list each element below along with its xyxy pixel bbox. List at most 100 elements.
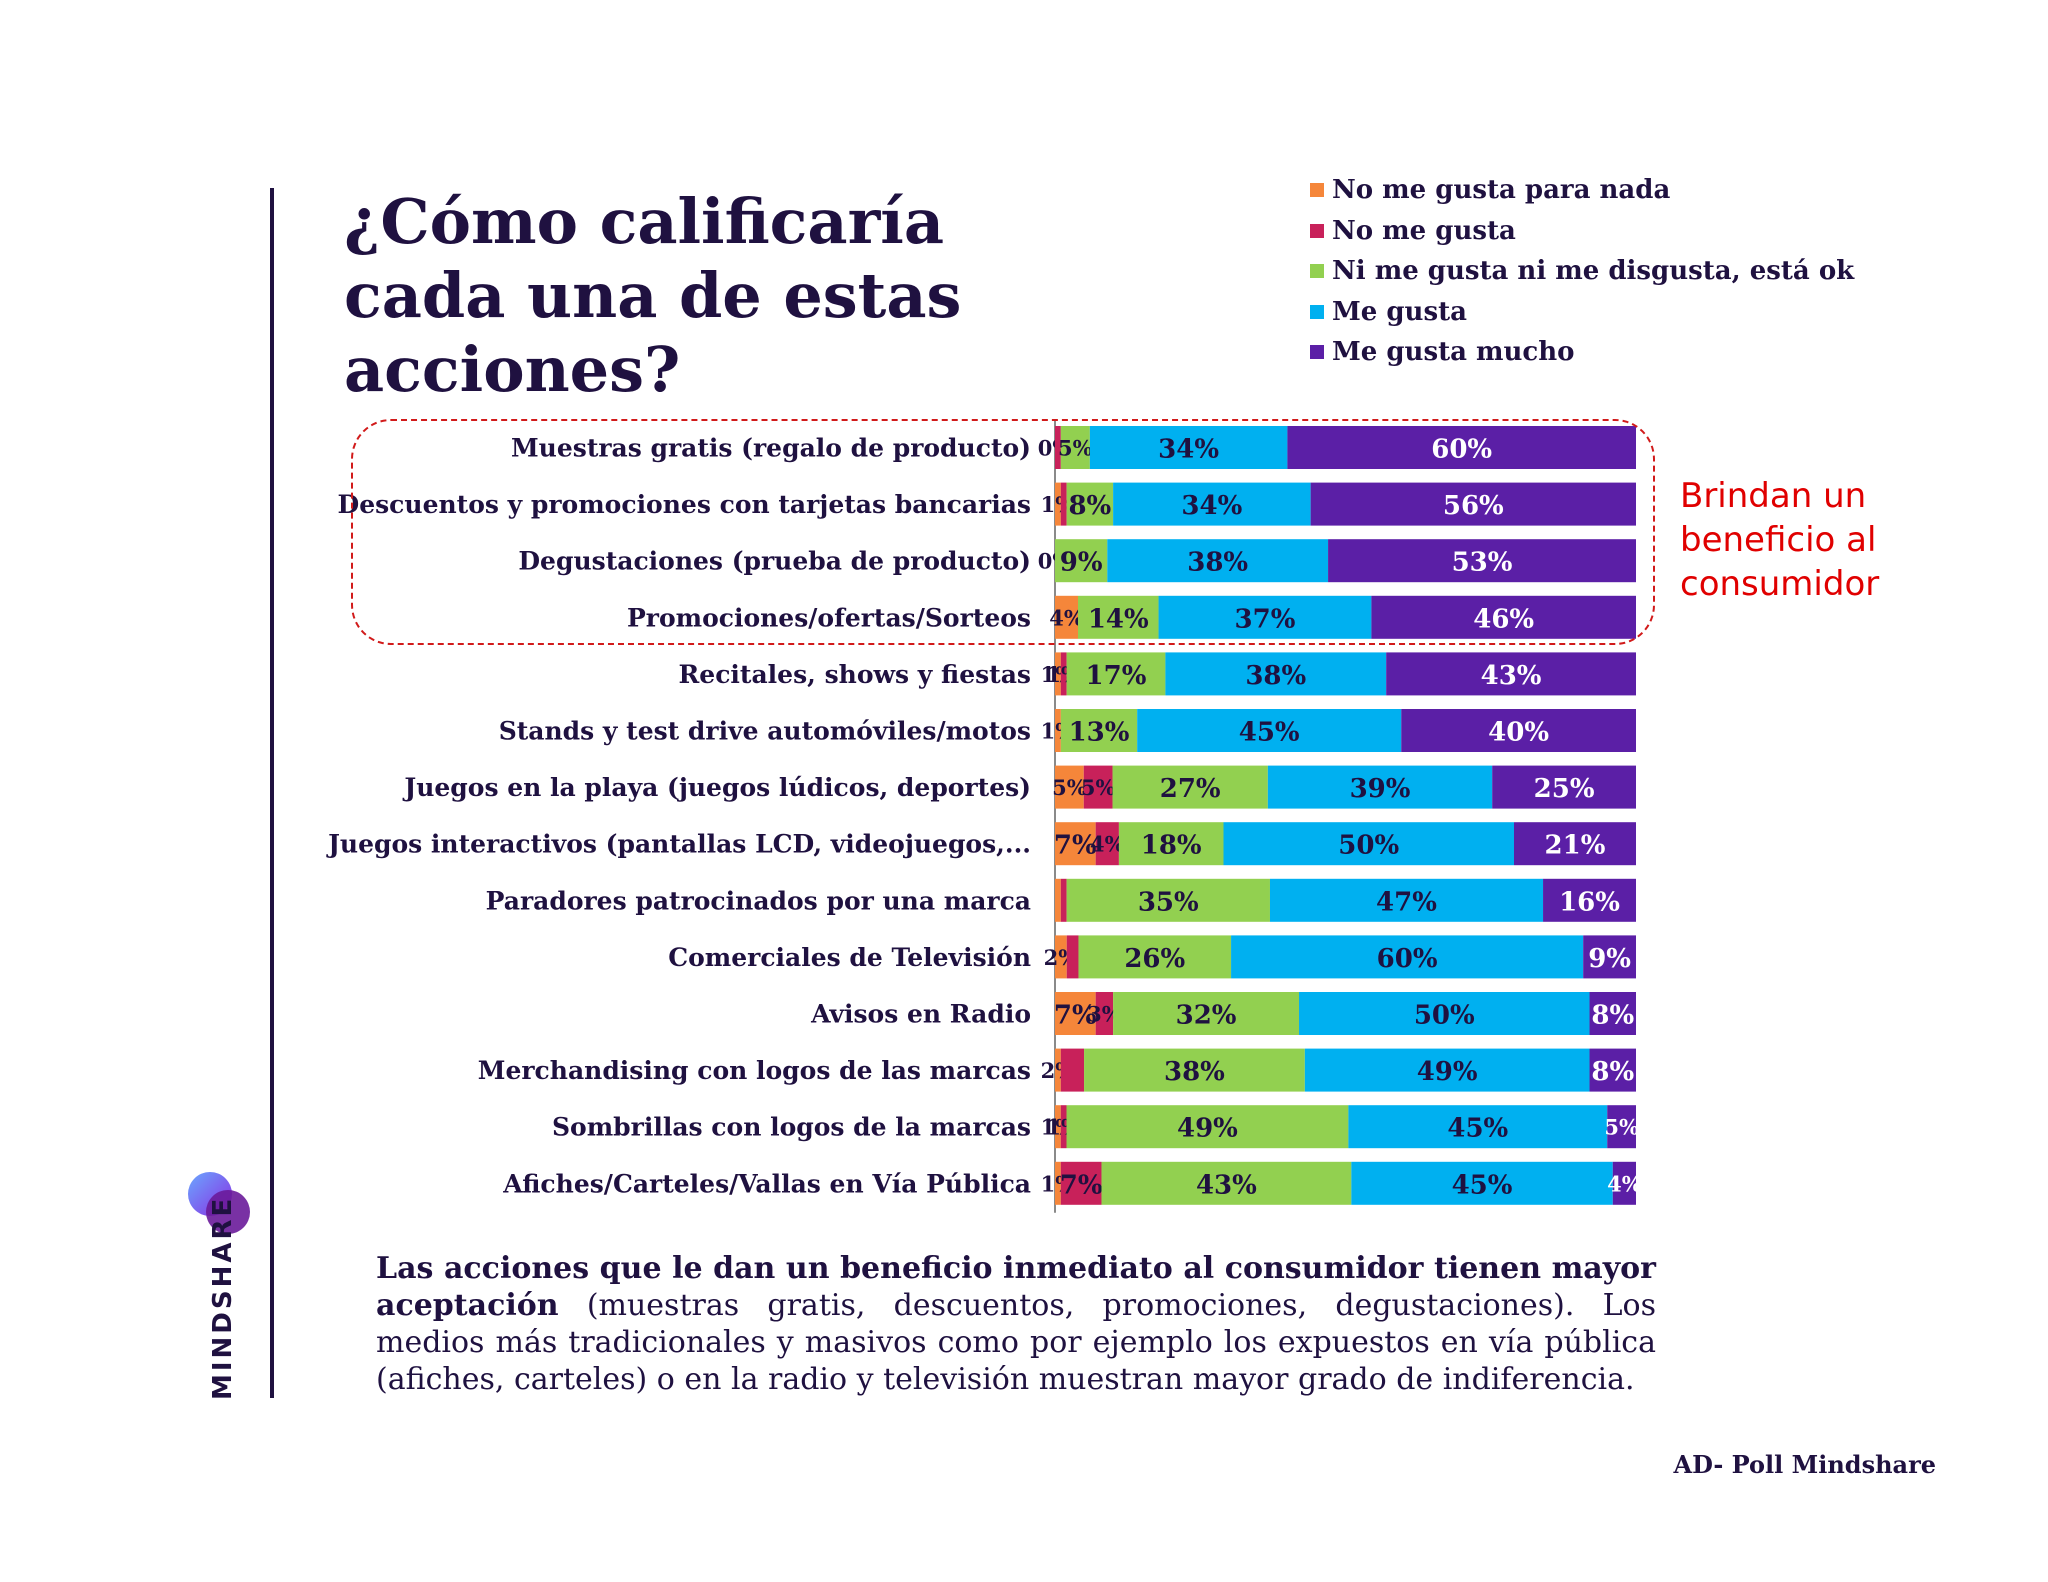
bar-segment [1066, 935, 1079, 979]
chart-legend: No me gusta para nada No me gusta Ni me … [1310, 170, 1854, 373]
bar-segment [1055, 765, 1084, 809]
bar-segment [1612, 1161, 1636, 1205]
data-label: 60% [1377, 944, 1438, 974]
data-label: 26% [1124, 944, 1185, 974]
category-label: Descuentos y promociones con tarjetas ba… [338, 490, 1031, 519]
data-label: 45% [1447, 1114, 1508, 1144]
data-label: 45% [1239, 718, 1300, 748]
data-label: 14% [1088, 604, 1149, 634]
bar-segment [1055, 1048, 1061, 1092]
data-label: 34% [1158, 435, 1219, 465]
legend-swatch [1310, 183, 1324, 198]
data-label: 43% [1481, 661, 1542, 691]
data-label: 17% [1086, 661, 1147, 691]
highlight-box [351, 419, 1655, 645]
bar-segment [1267, 765, 1493, 809]
data-label: 47% [1376, 887, 1437, 917]
bar-segment [1060, 652, 1067, 696]
bar-segment [1351, 1161, 1613, 1205]
bar-segment [1113, 992, 1300, 1035]
bar-segment [1055, 539, 1108, 583]
data-label: 5% [1604, 1115, 1639, 1140]
data-label: 5% [1081, 775, 1116, 800]
data-label: 9% [1588, 944, 1631, 974]
data-label: 18% [1141, 831, 1202, 861]
legend-label: Me gusta mucho [1332, 337, 1575, 368]
category-label: Avisos en Radio [810, 1000, 1031, 1029]
bar-segment [1055, 652, 1061, 696]
data-label: 50% [1338, 831, 1399, 861]
bar-segment [1055, 878, 1061, 922]
data-label: 32% [1176, 1001, 1237, 1031]
bar-segment [1060, 1105, 1067, 1149]
bar-segment [1066, 482, 1114, 526]
source-note: AD- Poll Mindshare [1673, 1450, 1936, 1479]
category-label: Stands y test drive automóviles/motos [499, 717, 1031, 746]
data-label: 7% [1060, 1170, 1103, 1200]
data-label: 49% [1177, 1114, 1238, 1144]
bar-segment [1084, 1048, 1305, 1092]
legend-item: No me gusta para nada [1310, 170, 1854, 211]
annotation-text: Brindan un beneficio al consumidor [1680, 476, 1880, 604]
category-label: Juegos interactivos (pantallas LCD, vide… [326, 830, 1031, 859]
bar-segment [1066, 652, 1166, 696]
bar-segment [1055, 709, 1061, 752]
data-label: 45% [1452, 1170, 1513, 1200]
bar-segment [1401, 709, 1636, 752]
data-label: 25% [1534, 774, 1595, 804]
data-label: 39% [1350, 774, 1411, 804]
data-label: 46% [1473, 604, 1534, 634]
data-label: 5% [1058, 436, 1093, 461]
bar-segment [1118, 822, 1224, 866]
data-label: 56% [1443, 491, 1504, 521]
legend-label: Ni me gusta ni me disgusta, está ok [1332, 256, 1855, 287]
bar-segment [1589, 992, 1636, 1035]
data-label: 7% [1054, 831, 1097, 861]
bar-segment [1137, 709, 1402, 752]
category-label: Degustaciones (prueba de producto) [518, 547, 1031, 576]
bar-segment [1158, 595, 1372, 639]
legend-label: Me gusta [1332, 296, 1467, 327]
bar-segment [1055, 482, 1061, 526]
data-label: 9% [1060, 548, 1103, 578]
category-label: Paradores patrocinados por una marca [486, 886, 1031, 915]
data-label: 38% [1245, 661, 1306, 691]
data-label: 13% [1069, 718, 1130, 748]
bar-segment [1055, 822, 1096, 866]
data-label: 43% [1196, 1170, 1257, 1200]
bar-segment [1607, 1105, 1636, 1149]
category-label: Muestras gratis (regalo de producto) [511, 434, 1031, 463]
category-label: Juegos en la playa (juegos lúdicos, depo… [402, 773, 1031, 802]
bar-segment [1543, 878, 1636, 922]
data-label: 16% [1559, 887, 1620, 917]
bar-segment [1078, 595, 1159, 639]
bar-segment [1299, 992, 1590, 1035]
data-label: 4% [1607, 1171, 1642, 1196]
bar-segment [1060, 1048, 1085, 1092]
data-label: 60% [1431, 435, 1492, 465]
bar-segment [1269, 878, 1544, 922]
data-label: 8% [1591, 1057, 1634, 1087]
bar-segment [1060, 878, 1067, 922]
legend-item: Me gusta [1310, 292, 1854, 333]
data-label: 40% [1488, 718, 1549, 748]
bar-segment [1066, 878, 1270, 922]
category-label: Sombrillas con logos de la marcas [552, 1113, 1031, 1142]
bar-segment [1066, 1105, 1349, 1149]
bar-segment [1492, 765, 1636, 809]
data-label: 38% [1187, 548, 1248, 578]
legend-item: Ni me gusta ni me disgusta, está ok [1310, 251, 1854, 292]
bar-segment [1089, 426, 1288, 469]
bar-segment [1348, 1105, 1608, 1149]
data-label: 21% [1545, 831, 1606, 861]
category-label: Promociones/ofertas/Sorteos [627, 603, 1031, 632]
data-label: 7% [1054, 1001, 1097, 1031]
category-label: Recitales, shows y fiestas [679, 660, 1031, 689]
legend-label: No me gusta [1332, 215, 1516, 246]
data-label: 27% [1160, 774, 1221, 804]
bar-segment [1060, 426, 1090, 469]
bar-segment [1060, 709, 1138, 752]
bar-segment [1107, 539, 1329, 583]
summary-rest: (muestras gratis, descuentos, promocione… [376, 1288, 1656, 1397]
